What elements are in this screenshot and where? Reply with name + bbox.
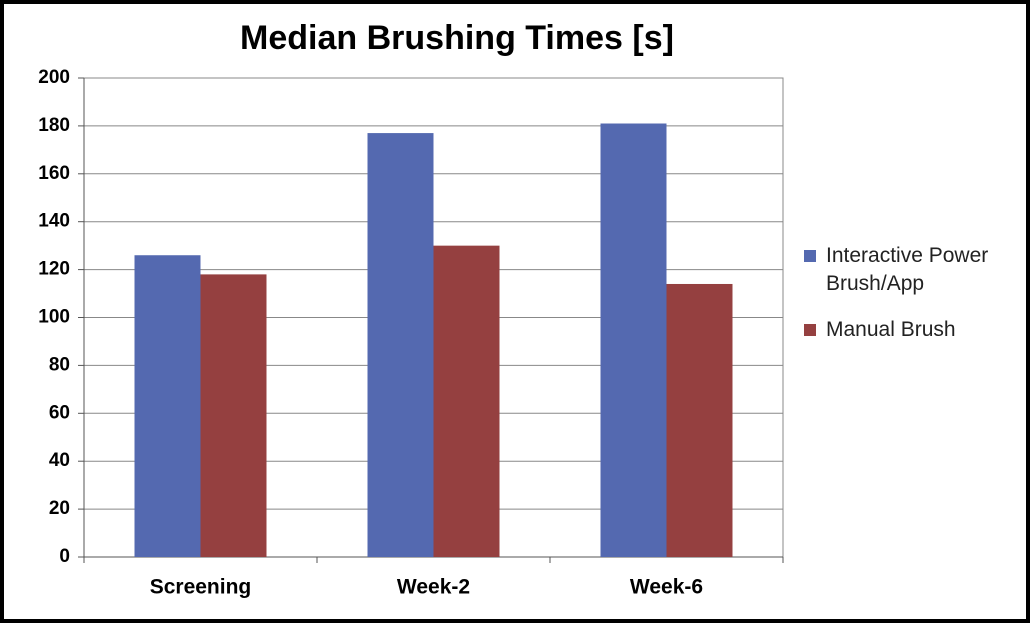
legend-swatch <box>804 324 816 336</box>
y-tick-label: 100 <box>38 307 70 328</box>
y-tick-label: 120 <box>38 259 70 280</box>
y-tick-label: 140 <box>38 211 70 232</box>
y-tick-label: 160 <box>38 163 70 184</box>
legend-item: Manual Brush <box>804 316 1019 344</box>
chart-title: Median Brushing Times [s] <box>240 19 674 57</box>
bar <box>367 133 434 557</box>
bar <box>666 283 733 557</box>
y-tick-label: 60 <box>49 402 70 423</box>
x-tick-label: Screening <box>150 576 252 599</box>
legend-label: Manual Brush <box>826 318 956 341</box>
legend-swatch <box>804 250 816 262</box>
y-tick-label: 200 <box>38 67 70 88</box>
x-tick-label: Week-6 <box>630 576 703 599</box>
bar <box>134 255 201 558</box>
y-tick-label: 40 <box>49 450 70 471</box>
y-tick-label: 0 <box>59 546 70 567</box>
bar <box>200 274 267 557</box>
legend-item: Interactive Power Brush/App <box>804 242 1019 298</box>
bar <box>433 245 500 557</box>
y-tick-label: 180 <box>38 115 70 136</box>
x-tick-label: Week-2 <box>397 576 470 599</box>
y-tick-label: 80 <box>49 354 70 375</box>
bar <box>600 123 667 557</box>
legend-label: Interactive Power Brush/App <box>826 244 989 295</box>
y-tick-label: 20 <box>49 498 70 519</box>
